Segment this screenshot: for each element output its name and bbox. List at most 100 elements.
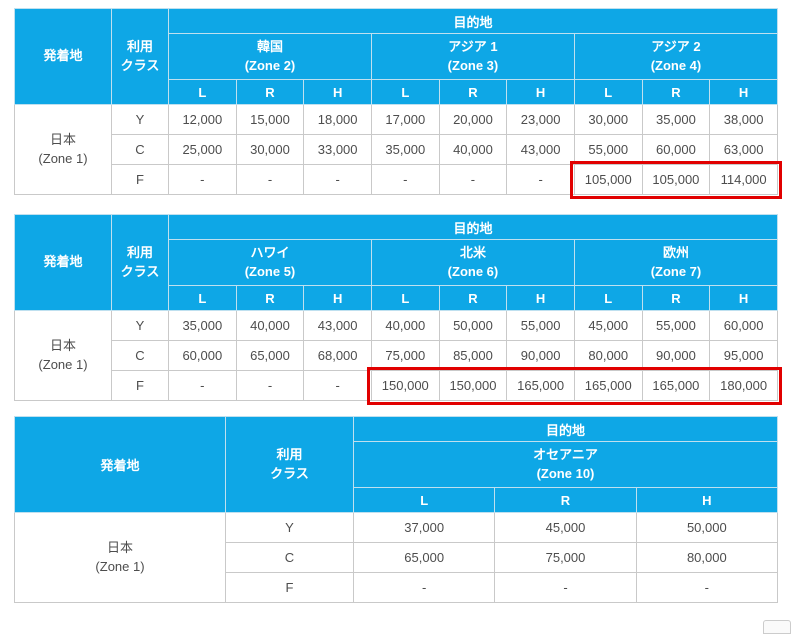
fare-cell: 63,000 (709, 134, 778, 165)
award-table-zone-10: 発着地 利用 クラス 目的地 オセアニア (Zone 10) L R H 日本 … (14, 416, 779, 603)
fare-cell: 60,000 (168, 340, 237, 371)
fare-cell-highlighted: 150,000 (370, 370, 440, 401)
fare-cell: 75,000 (370, 340, 440, 371)
origin-header-cell: 発着地 (14, 416, 226, 513)
fare-row-f: F - - - (15, 572, 779, 603)
fare-cell: - (352, 572, 496, 603)
fare-cell: 55,000 (506, 310, 575, 341)
season-header-cell: R (235, 79, 305, 105)
fare-cell: 12,000 (168, 104, 237, 135)
fare-cell: - (370, 164, 440, 195)
season-header-cell: L (573, 79, 643, 105)
season-header-cell: R (641, 79, 711, 105)
destination-header-cell: 目的地 (168, 214, 778, 240)
header-row-destination: 発着地 利用 クラス 目的地 (14, 8, 778, 105)
fare-cell: 30,000 (573, 104, 643, 135)
class-cell: Y (225, 512, 354, 543)
class-cell: C (111, 340, 169, 371)
season-header-cell: R (641, 285, 711, 311)
zone-header-cell: 欧州 (Zone 7) (573, 239, 779, 286)
season-header-cell: R (438, 285, 508, 311)
class-cell: C (111, 134, 169, 165)
origin-cell: 日本 (Zone 1) (14, 512, 226, 603)
fare-cell: - (506, 164, 575, 195)
class-header-cell: 利用 クラス (111, 214, 169, 311)
class-cell: Y (111, 104, 169, 135)
fare-cell: - (635, 572, 779, 603)
fare-cell: 65,000 (235, 340, 305, 371)
season-header-cell: L (168, 79, 237, 105)
award-table-zones-2-4: 発着地 利用 クラス 目的地 韓国 (Zone 2) アジア 1 (Zone 3… (14, 8, 779, 195)
fare-cell: 45,000 (494, 512, 637, 543)
origin-cell: 日本 (Zone 1) (14, 310, 112, 401)
zone-header-cell: ハワイ (Zone 5) (168, 239, 372, 286)
fare-cell: 40,000 (438, 134, 508, 165)
fare-cell: 90,000 (641, 340, 711, 371)
fare-cell-highlighted: 114,000 (709, 164, 778, 195)
fare-cell: 35,000 (168, 310, 237, 341)
fare-cell: 30,000 (235, 134, 305, 165)
fare-cell: 23,000 (506, 104, 575, 135)
fare-cell: 15,000 (235, 104, 305, 135)
fare-row-y: 日本 (Zone 1) Y 12,000 15,000 18,000 17,00… (14, 104, 778, 195)
class-cell: C (225, 542, 354, 573)
fare-cell: 60,000 (709, 310, 778, 341)
season-header-cell: H (303, 79, 372, 105)
fare-cell: 40,000 (235, 310, 305, 341)
class-cell: F (111, 164, 169, 195)
destination-header-cell: 目的地 (168, 8, 778, 34)
zone-header-cell: オセアニア (Zone 10) (353, 441, 778, 488)
fare-cell: 90,000 (506, 340, 575, 371)
fare-cell-highlighted: 165,000 (641, 370, 711, 401)
origin-cell: 日本 (Zone 1) (14, 104, 112, 195)
fare-cell: - (168, 164, 237, 195)
fare-cell: 35,000 (370, 134, 440, 165)
header-row-zones: ハワイ (Zone 5) 北米 (Zone 6) 欧州 (Zone 7) (15, 239, 779, 286)
zone-header-cell: 韓国 (Zone 2) (168, 33, 372, 80)
fare-cell: - (303, 164, 372, 195)
season-header-cell: L (168, 285, 237, 311)
fare-cell: 50,000 (438, 310, 508, 341)
zone-header-cell: アジア 1 (Zone 3) (370, 33, 575, 80)
fare-cell-highlighted: 105,000 (641, 164, 711, 195)
fare-cell: 60,000 (641, 134, 711, 165)
fare-cell: - (438, 164, 508, 195)
fare-cell: 37,000 (352, 512, 496, 543)
fare-row-c: C 25,000 30,000 33,000 35,000 40,000 43,… (15, 134, 778, 165)
fare-cell: 45,000 (573, 310, 643, 341)
season-header-cell: H (506, 285, 575, 311)
season-header-cell: R (438, 79, 508, 105)
fare-cell: 33,000 (303, 134, 372, 165)
award-table-wrapper-zones-5-7: 発着地 利用 クラス 目的地 ハワイ (Zone 5) 北米 (Zone 6) … (14, 214, 782, 405)
season-header-cell: L (370, 79, 440, 105)
fare-row-c: C 60,000 65,000 68,000 75,000 85,000 90,… (15, 340, 778, 371)
fare-cell: 50,000 (635, 512, 779, 543)
fare-cell-highlighted: 165,000 (506, 370, 575, 401)
fare-row-y: 日本 (Zone 1) Y 35,000 40,000 43,000 40,00… (14, 310, 778, 401)
season-header-cell: H (506, 79, 575, 105)
fare-row-f: F - - - 150,000 150,000 165,000 165,000 … (15, 370, 778, 401)
fare-cell: 43,000 (303, 310, 372, 341)
fare-cell: 80,000 (573, 340, 643, 371)
zone-header-cell: 北米 (Zone 6) (370, 239, 575, 286)
fare-cell: 35,000 (641, 104, 711, 135)
fare-cell: 75,000 (494, 542, 637, 573)
fare-cell: 68,000 (303, 340, 372, 371)
season-header-cell: H (303, 285, 372, 311)
class-cell: Y (111, 310, 169, 341)
fare-cell: 18,000 (303, 104, 372, 135)
fare-cell: - (235, 370, 305, 401)
season-header-cell: R (235, 285, 305, 311)
origin-header-cell: 発着地 (14, 214, 112, 311)
fare-cell: 40,000 (370, 310, 440, 341)
fare-cell: 95,000 (709, 340, 778, 371)
fare-cell: 20,000 (438, 104, 508, 135)
season-header-cell: H (635, 487, 779, 513)
fare-cell: - (303, 370, 372, 401)
class-header-cell: 利用 クラス (225, 416, 354, 513)
fare-cell: 55,000 (573, 134, 643, 165)
back-to-top-button[interactable] (763, 620, 791, 634)
fare-row-f: F - - - - - - 105,000 105,000 114,000 (15, 164, 778, 195)
season-header-cell: L (370, 285, 440, 311)
fare-cell-highlighted: 165,000 (573, 370, 643, 401)
